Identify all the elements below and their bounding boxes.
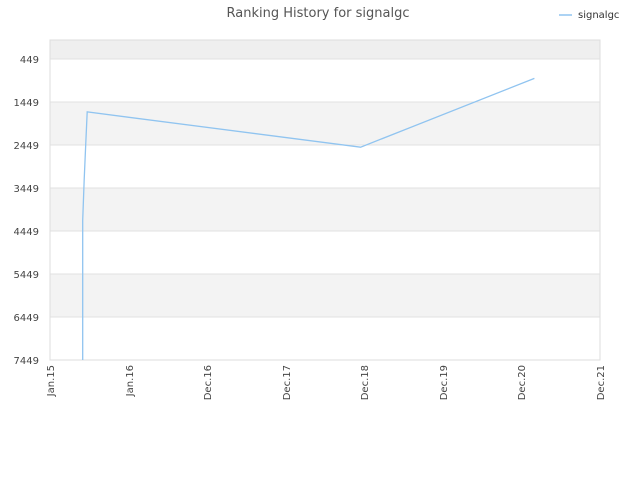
chart-title: Ranking History for signalgc [227,6,410,21]
y-tick-label: 5449 [14,270,39,281]
plot-band [50,40,600,59]
y-tick-label: 1449 [14,98,39,109]
plot-band [50,231,600,274]
plot-band [50,274,600,317]
series-layer [82,77,535,360]
x-tick-label: Dec.20 [517,365,528,400]
legend: signalgc [559,10,619,21]
plot-band [50,317,600,360]
x-tick-label: Dec.17 [282,365,293,400]
x-tick-label: Jan.15 [46,365,57,397]
y-tick-label: 6449 [14,313,39,324]
y-axis: 449 1449 2449 3449 4449 5449 6449 7449 [14,55,39,367]
plot-band [50,188,600,231]
x-axis: Jan.15 Jan.16 Dec.16 Dec.17 Dec.18 Dec.19 Dec.… [46,365,607,400]
x-tick-label: Jan.16 [125,365,136,397]
plot-grid [50,58,600,361]
y-tick-label: 3449 [14,184,39,195]
plot-bands [50,40,600,360]
plot-band [50,59,600,102]
x-tick-label: Dec.21 [596,365,607,400]
x-tick-label: Dec.19 [439,365,450,400]
plot-band [50,102,600,145]
y-tick-label: 449 [20,55,39,66]
plot-band [50,145,600,188]
y-tick-label: 2449 [14,141,39,152]
y-tick-label: 7449 [14,356,39,367]
x-tick-label: Dec.16 [203,365,214,400]
series-line [82,77,535,360]
legend-label: signalgc [578,10,619,21]
x-tick-label: Dec.18 [360,365,371,400]
y-tick-label: 4449 [14,227,39,238]
plot-frame [49,39,601,361]
